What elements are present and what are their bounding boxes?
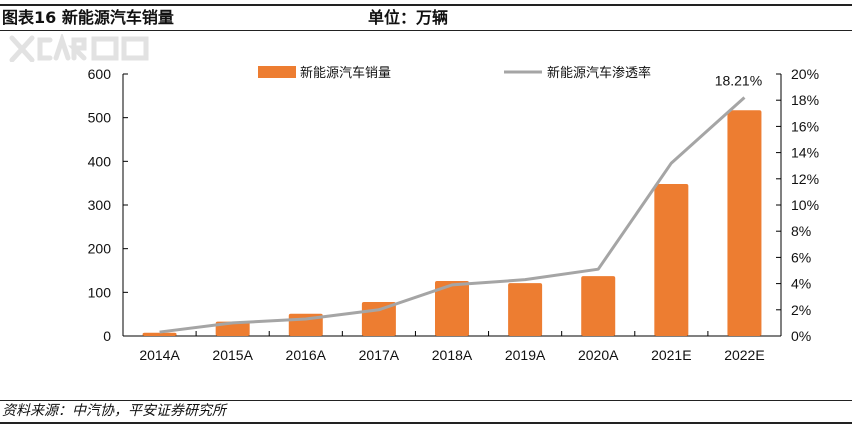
x-tick-label: 2020A [578, 347, 619, 363]
y2-tick-label: 16% [791, 118, 819, 134]
bar-2019A [508, 283, 543, 336]
y-tick-label: 200 [88, 241, 112, 257]
y2-tick-label: 6% [791, 249, 811, 265]
y2-tick-label: 4% [791, 276, 811, 292]
legend-bar-swatch [258, 66, 296, 78]
legend-line-label: 新能源汽车渗透率 [547, 65, 651, 80]
y-tick-label: 400 [88, 153, 112, 169]
bar-2020A [581, 276, 616, 336]
y2-tick-label: 12% [791, 171, 819, 187]
y2-tick-label: 8% [791, 223, 811, 239]
y2-tick-label: 14% [791, 145, 819, 161]
bottom-rule [0, 422, 852, 424]
header-rule [0, 30, 852, 31]
x-tick-label: 2015A [212, 347, 253, 363]
x-tick-label: 2018A [432, 347, 473, 363]
bar-2014A [142, 332, 177, 336]
y-tick-label: 500 [88, 110, 112, 126]
y-tick-label: 600 [88, 66, 112, 82]
data-label-2022E: 18.21% [715, 72, 762, 88]
y2-tick-label: 18% [791, 92, 819, 108]
y-tick-label: 300 [88, 197, 112, 213]
bar-2018A [435, 280, 469, 336]
watermark-logo [9, 34, 149, 62]
x-tick-label: 2022E [724, 347, 764, 363]
x-tick-label: 2019A [505, 347, 546, 363]
bar-2021E [654, 184, 689, 336]
x-tick-label: 2021E [651, 347, 691, 363]
x-tick-label: 2017A [359, 347, 400, 363]
x-tick-label: 2014A [139, 347, 180, 363]
legend-bar-label: 新能源汽车销量 [300, 65, 391, 80]
y2-tick-label: 10% [791, 197, 819, 213]
y2-tick-label: 20% [791, 66, 819, 82]
footer-rule [0, 400, 852, 401]
source-note: 资料来源：中汽协，平安证券研究所 [2, 403, 226, 419]
x-tick-label: 2016A [286, 347, 327, 363]
y2-tick-label: 0% [791, 328, 811, 344]
figure-title: 图表16 新能源汽车销量 [2, 8, 174, 27]
y2-tick-label: 2% [791, 302, 811, 318]
y-tick-label: 0 [103, 328, 111, 344]
y-tick-label: 100 [88, 284, 112, 300]
chart-svg: 0 100 200 300 400 500 600 0% 2% 4% 6% 8% 10% 12% 14% 16… [88, 65, 819, 363]
unit-label: 单位：万辆 [368, 8, 449, 27]
top-rule [0, 4, 852, 6]
bar-2022E [727, 110, 762, 336]
